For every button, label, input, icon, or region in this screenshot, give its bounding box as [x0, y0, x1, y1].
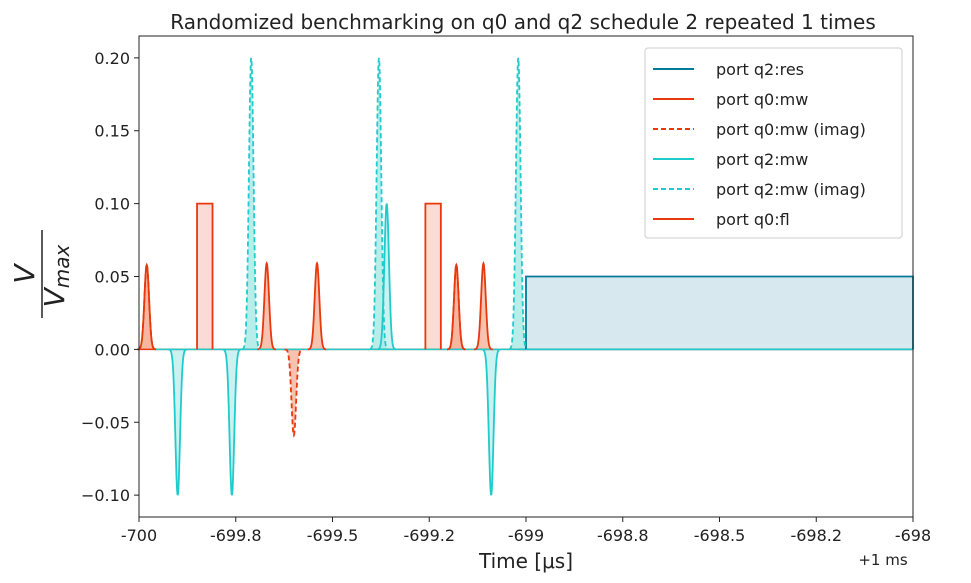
legend-label: port q2:res: [716, 60, 804, 79]
series-5-pulse-0-fill: [197, 203, 213, 350]
series-3-pulse-0: [168, 348, 188, 496]
series-1-pulse-1: [257, 260, 277, 351]
x-tick-label: -699.2: [403, 526, 455, 545]
x-axis-ticks: -700 -699.8 -699.5 -699.2 -699 -698.8 -698.5 -6…: [121, 517, 931, 545]
x-tick-label: -698.2: [790, 526, 842, 545]
y-tick-label: 0.15: [94, 122, 130, 141]
series-1-pulse-1-fill: [257, 263, 276, 350]
series-2-pulse-1-fill: [284, 349, 304, 436]
plot-fills: [137, 57, 913, 496]
y-tick-label: 0.10: [94, 195, 130, 214]
series-3-pulse-1: [222, 348, 242, 496]
series-4-pulse-2-fill: [508, 57, 528, 350]
y-axis-label: V Vmax: [8, 230, 74, 318]
series-5-pulse-1: [424, 202, 442, 350]
y-tick-label: 0.20: [94, 49, 130, 68]
y-tick-label: −0.10: [81, 486, 130, 505]
series-5-pulse-1-fill: [425, 203, 441, 350]
x-tick-label: -698.8: [597, 526, 649, 545]
series-3-pulse-2: [377, 203, 397, 351]
y-axis-label-denominator: V: [38, 286, 71, 307]
series-3-pulse-3: [481, 348, 501, 496]
legend-box: [644, 47, 903, 239]
legend-label: port q0:mw: [716, 90, 808, 109]
legend-label: port q0:fl: [716, 210, 790, 229]
series-0-pulse-0-fill: [526, 276, 913, 350]
series-3-pulse-0-fill: [168, 349, 187, 496]
legend-label: port q2:mw: [716, 150, 808, 169]
series-3-pulse-1-fill: [222, 349, 242, 496]
series-4-pulse-2: [508, 57, 528, 351]
series-4-pulse-0: [241, 57, 261, 351]
series-1-pulse-2-fill: [307, 263, 327, 350]
legend: port q2:res port q0:mw port q0:mw (imag) po…: [644, 47, 903, 239]
y-tick-label: 0.00: [94, 340, 130, 359]
series-4-pulse-1: [369, 57, 389, 351]
series-2-pulse-0-fill: [137, 264, 157, 350]
series-5-pulse-0: [196, 202, 214, 350]
x-tick-label: -698: [895, 526, 931, 545]
x-tick-label: -699.5: [307, 526, 359, 545]
y-axis-label-numerator: V: [8, 263, 41, 284]
svg-text:Vmax: Vmax: [38, 244, 74, 307]
series-2-pulse-1: [284, 348, 304, 438]
x-tick-label: -699.8: [210, 526, 262, 545]
x-tick-label: -699: [508, 526, 544, 545]
x-axis-offset-label: +1 ms: [858, 551, 907, 569]
series-1-pulse-2: [307, 260, 327, 351]
x-tick-label: -700: [121, 526, 157, 545]
x-tick-label: -698.5: [694, 526, 746, 545]
series-4-pulse-1-fill: [369, 57, 389, 350]
y-axis-ticks: −0.10 −0.05 0.00 0.05 0.10 0.15 0.20: [81, 49, 139, 505]
series-2-pulse-2-fill: [447, 264, 466, 350]
series-4-pulse-0-fill: [241, 57, 261, 350]
series-3-pulse-3-fill: [481, 349, 501, 496]
series-3-pulse-2-fill: [377, 203, 396, 350]
x-axis-label: Time [μs]: [478, 549, 573, 573]
legend-label: port q2:mw (imag): [716, 180, 866, 199]
y-tick-label: 0.05: [94, 268, 130, 287]
chart-title: Randomized benchmarking on q0 and q2 sch…: [170, 10, 876, 34]
y-axis-label-denominator-sub: max: [50, 244, 74, 288]
series-2-pulse-2: [446, 262, 466, 351]
series-1-pulse-4-fill: [474, 263, 493, 350]
legend-label: port q0:mw (imag): [716, 120, 866, 139]
series-2-pulse-0: [137, 262, 157, 351]
series-1-pulse-4: [474, 260, 493, 351]
y-tick-label: −0.05: [81, 413, 130, 432]
